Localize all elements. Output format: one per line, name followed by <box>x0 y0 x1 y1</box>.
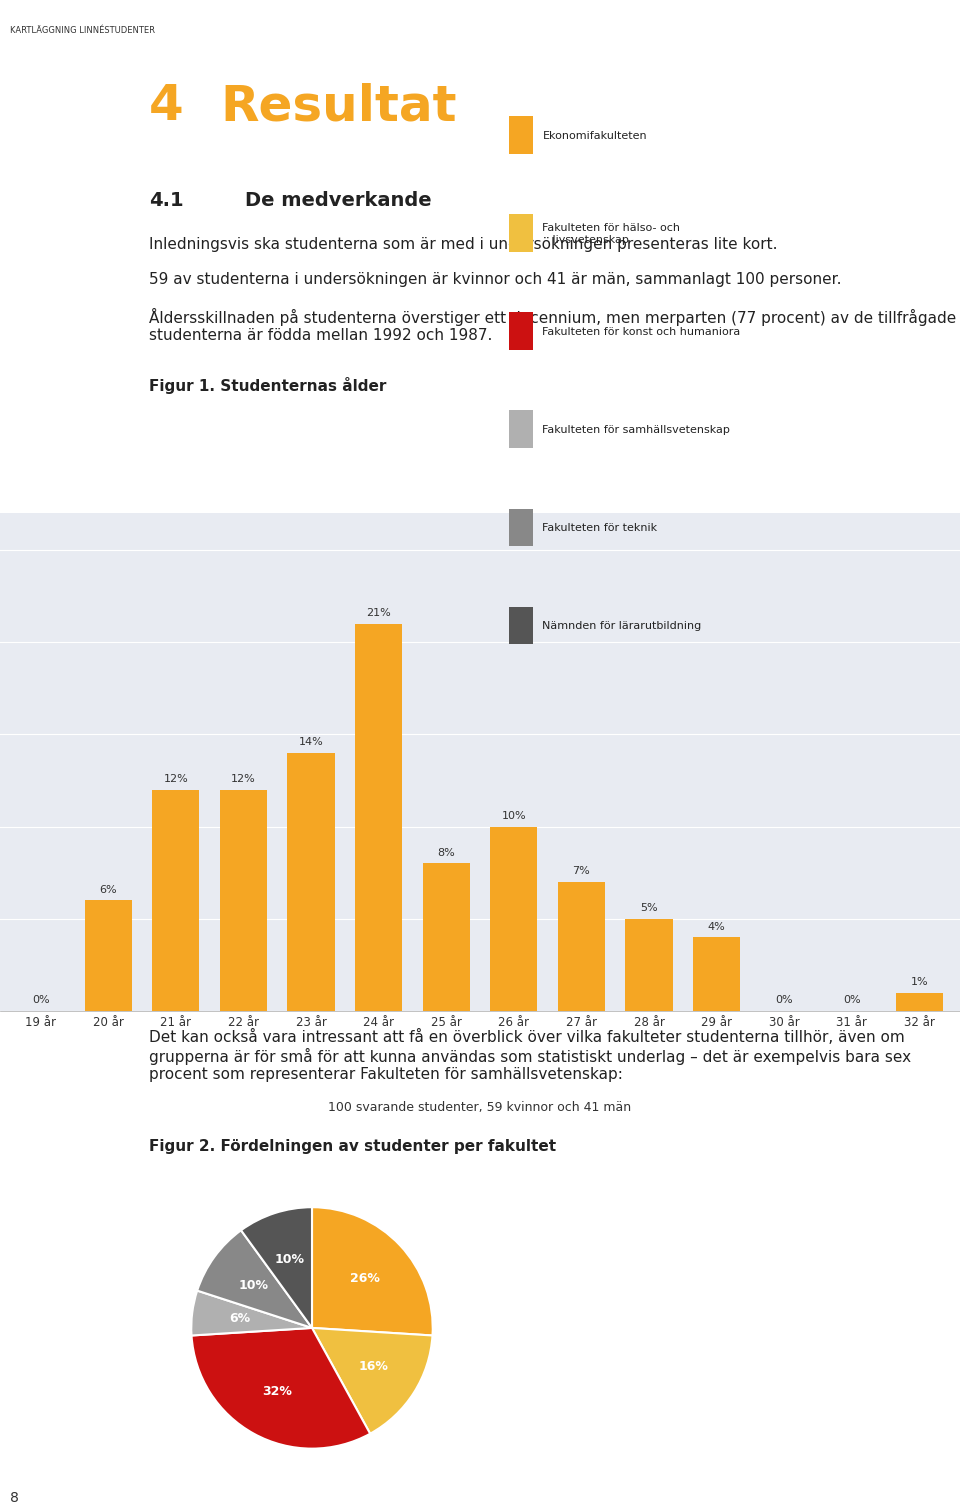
Bar <box>693 937 740 1011</box>
Text: 0%: 0% <box>776 996 793 1005</box>
Wedge shape <box>241 1207 312 1328</box>
Text: 26%: 26% <box>349 1272 380 1284</box>
Text: Fakulteten för teknik: Fakulteten för teknik <box>542 524 658 533</box>
Text: Åldersskillnaden på studenterna överstiger ett decennium, men merparten (77 proc: Åldersskillnaden på studenterna överstig… <box>149 308 956 343</box>
Bar <box>152 789 200 1011</box>
Wedge shape <box>197 1230 312 1328</box>
Text: Fakulteten för hälso- och
   livsvetenskap: Fakulteten för hälso- och livsvetenskap <box>542 223 681 244</box>
Bar <box>491 827 538 1011</box>
Bar <box>355 623 402 1011</box>
Text: 12%: 12% <box>163 774 188 785</box>
Text: 6%: 6% <box>229 1313 251 1325</box>
Text: Fakulteten för samhällsvetenskap: Fakulteten för samhällsvetenskap <box>542 426 731 435</box>
Bar <box>422 863 469 1011</box>
Bar <box>220 789 267 1011</box>
Text: 0%: 0% <box>32 996 49 1005</box>
Text: Inledningsvis ska studenterna som är med i undersökningen presenteras lite kort.: Inledningsvis ska studenterna som är med… <box>149 237 778 252</box>
Wedge shape <box>191 1328 371 1449</box>
Text: Fakulteten för konst och humaniora: Fakulteten för konst och humaniora <box>542 327 741 337</box>
Wedge shape <box>312 1207 433 1335</box>
Text: 10%: 10% <box>501 810 526 821</box>
Text: 4%: 4% <box>708 922 726 931</box>
Text: 1%: 1% <box>911 976 928 987</box>
Text: 5%: 5% <box>640 904 658 913</box>
Bar <box>84 901 132 1011</box>
Text: 16%: 16% <box>358 1360 388 1373</box>
Text: 4: 4 <box>149 81 183 130</box>
Text: Figur 2. Fördelningen av studenter per fakultet: Figur 2. Fördelningen av studenter per f… <box>149 1139 556 1154</box>
Text: Nämnden för lärarutbildning: Nämnden för lärarutbildning <box>542 622 702 631</box>
Text: 10%: 10% <box>275 1252 304 1266</box>
Text: 21%: 21% <box>366 608 391 619</box>
Text: 4.1: 4.1 <box>149 190 183 210</box>
Text: 14%: 14% <box>299 738 324 747</box>
Bar <box>625 919 673 1011</box>
Text: Ekonomifakulteten: Ekonomifakulteten <box>542 131 647 140</box>
Text: 8%: 8% <box>438 848 455 859</box>
Bar <box>287 753 335 1011</box>
Text: 10%: 10% <box>238 1278 269 1292</box>
Text: De medverkande: De medverkande <box>245 190 431 210</box>
Wedge shape <box>312 1328 433 1434</box>
Text: 12%: 12% <box>231 774 255 785</box>
Text: 32%: 32% <box>262 1385 292 1397</box>
Text: 8: 8 <box>10 1491 18 1504</box>
Text: 59 av studenterna i undersökningen är kvinnor och 41 är män, sammanlagt 100 pers: 59 av studenterna i undersökningen är kv… <box>149 272 841 287</box>
Bar <box>558 881 605 1011</box>
Bar <box>896 993 943 1011</box>
Text: Resultat: Resultat <box>221 81 457 130</box>
Wedge shape <box>191 1290 312 1335</box>
Text: KARTLÄGGNING LINNÉSTUDENTER: KARTLÄGGNING LINNÉSTUDENTER <box>10 26 155 35</box>
Text: 0%: 0% <box>843 996 861 1005</box>
Text: Figur 1. Studenternas ålder: Figur 1. Studenternas ålder <box>149 377 386 394</box>
Text: Det kan också vara intressant att få en överblick över vilka fakulteter studente: Det kan också vara intressant att få en … <box>149 1029 911 1082</box>
Text: 6%: 6% <box>99 884 117 895</box>
Text: 7%: 7% <box>572 866 590 877</box>
Text: 100 svarande studenter, 59 kvinnor och 41 män: 100 svarande studenter, 59 kvinnor och 4… <box>328 1100 632 1114</box>
